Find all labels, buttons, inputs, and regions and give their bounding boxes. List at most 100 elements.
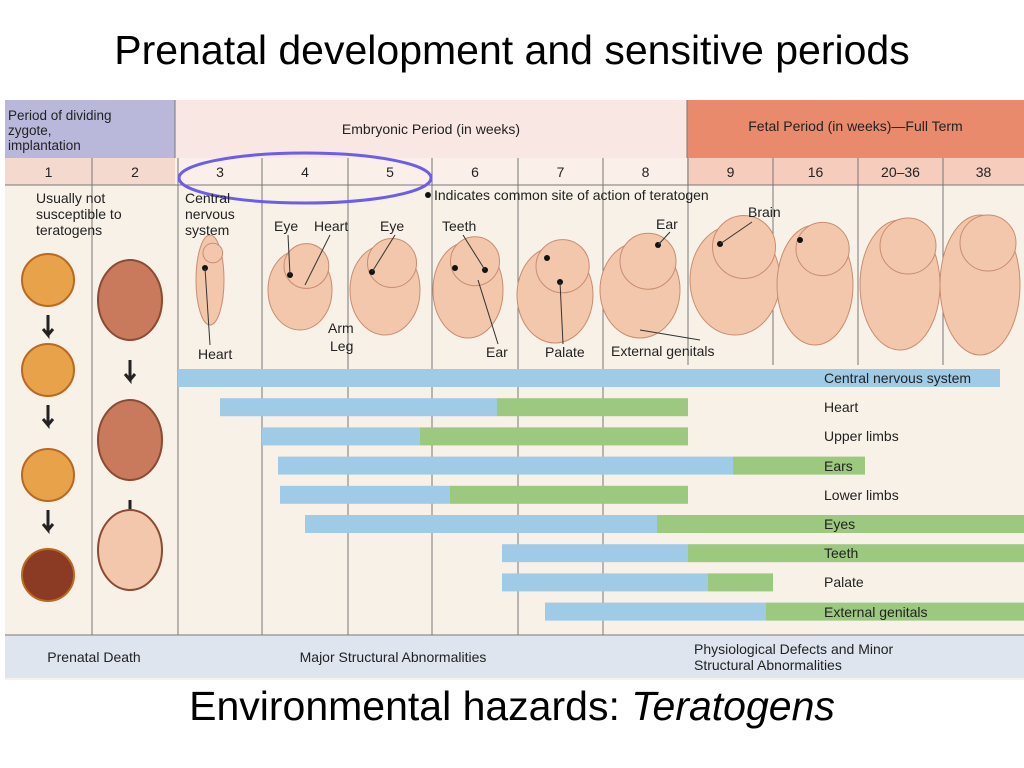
- arrow: [41, 510, 55, 535]
- leader-line: [204, 267, 211, 346]
- green-bar: [450, 485, 688, 504]
- blue-bar: [545, 602, 766, 621]
- implantation: [97, 259, 163, 341]
- embryo-head: [619, 232, 677, 290]
- organ-label: Ear: [486, 344, 508, 360]
- structure-label: Eyes: [824, 516, 856, 532]
- embryo-head: [367, 238, 417, 288]
- week-label: 5: [386, 163, 394, 180]
- week-label: 9: [726, 163, 735, 180]
- period-cell: [5, 100, 175, 158]
- organ-label: Eye: [274, 218, 299, 234]
- slide-subtitle: Environmental hazards: Teratogens: [0, 686, 1024, 727]
- leader-line: [287, 234, 291, 276]
- period-cell: [687, 100, 1024, 158]
- legend-note: Indicates common site of action of terat…: [434, 187, 709, 203]
- week-label: 1: [44, 163, 53, 180]
- implantation: [97, 509, 163, 591]
- period-label: Period of dividing zygote, implantation: [8, 107, 112, 153]
- green-bar: [497, 398, 688, 417]
- leader-line: [462, 234, 486, 271]
- organ-label: External genitals: [611, 343, 715, 359]
- week-label: 38: [975, 163, 992, 180]
- outcome-label: Prenatal Death: [47, 648, 141, 665]
- period-label: Fetal Period (in weeks)—Full Term: [748, 118, 963, 134]
- highlight-ellipse: [177, 151, 433, 205]
- week-row: [5, 158, 175, 185]
- leader-line: [559, 281, 564, 345]
- zygote: [21, 448, 75, 502]
- arrow: [41, 405, 55, 430]
- structure-label: Ears: [824, 457, 853, 474]
- green-bar: [766, 602, 1024, 621]
- teratogen-site: [797, 237, 803, 243]
- outcome-label: Physiological Defects and Minor Structur…: [694, 640, 894, 673]
- zygote: [21, 253, 75, 307]
- structure-label: Palate: [824, 574, 864, 591]
- leader-line: [371, 234, 396, 273]
- organ-label: Eye: [380, 218, 405, 234]
- structure-label: External genitals: [824, 603, 928, 620]
- arrow: [123, 360, 137, 385]
- outcome-label: Major Structural Abnormalities: [299, 648, 487, 665]
- bars: [178, 369, 1024, 621]
- week-label: 8: [641, 163, 650, 180]
- subtitle-emphasis: Teratogens: [631, 683, 835, 729]
- organ-label: Brain: [748, 204, 781, 220]
- teratogen-site: [544, 255, 550, 261]
- blue-bar: [262, 427, 420, 446]
- organ-label: Leg: [330, 338, 354, 354]
- leader-line: [719, 221, 753, 245]
- embryo-head: [795, 221, 850, 277]
- implantation: [97, 399, 163, 481]
- subtitle-text: Environmental hazards:: [189, 683, 620, 729]
- teratogen-site: [452, 265, 458, 271]
- embryos: [21, 214, 1021, 602]
- leader-line: [304, 234, 331, 286]
- embryo-head: [959, 214, 1017, 272]
- period-cell: [175, 100, 687, 158]
- blue-bar: [220, 398, 497, 417]
- blue-bar: [305, 515, 657, 533]
- arrow: [41, 315, 55, 340]
- zygote: [21, 343, 75, 397]
- week-label: 3: [216, 163, 224, 180]
- embryo-head: [712, 215, 776, 279]
- organ-label: Palate: [545, 344, 585, 360]
- week-label: 20–36: [881, 163, 920, 180]
- green-bar: [657, 515, 1024, 533]
- zygote: [21, 548, 75, 602]
- embryo-head: [283, 243, 330, 289]
- leader-line: [477, 279, 499, 345]
- green-bar: [420, 427, 688, 446]
- blue-bar: [178, 369, 1000, 387]
- embryo-head: [535, 239, 590, 294]
- legend-dot: [425, 192, 431, 198]
- note: Usually not susceptible to teratogens: [36, 190, 122, 238]
- embryo-head: [450, 236, 500, 287]
- note: Central nervous system: [185, 190, 235, 238]
- outcome-row: [5, 635, 1024, 678]
- embryo-head: [879, 217, 937, 275]
- leader-line: [657, 231, 671, 246]
- structure-label: Lower limbs: [824, 486, 899, 503]
- blue-bar: [280, 485, 450, 504]
- green-bar: [733, 456, 865, 475]
- period-label: Embryonic Period (in weeks): [341, 121, 521, 137]
- organ-label: Heart: [314, 218, 349, 234]
- leader-line: [639, 329, 701, 341]
- blue-bar: [502, 573, 708, 592]
- blue-bar: [502, 544, 688, 563]
- organ-label: Arm: [328, 320, 354, 336]
- structure-label: Central nervous system: [824, 370, 972, 386]
- green-bar: [708, 573, 773, 592]
- structure-label: Heart: [824, 399, 859, 416]
- week-label: 16: [807, 163, 824, 180]
- week-row: [687, 158, 1024, 185]
- embryo-head: [202, 242, 224, 264]
- organ-label: Ear: [656, 216, 678, 232]
- structure-label: Upper limbs: [824, 428, 899, 445]
- structure-label: Teeth: [824, 545, 859, 562]
- week-label: 6: [471, 163, 479, 180]
